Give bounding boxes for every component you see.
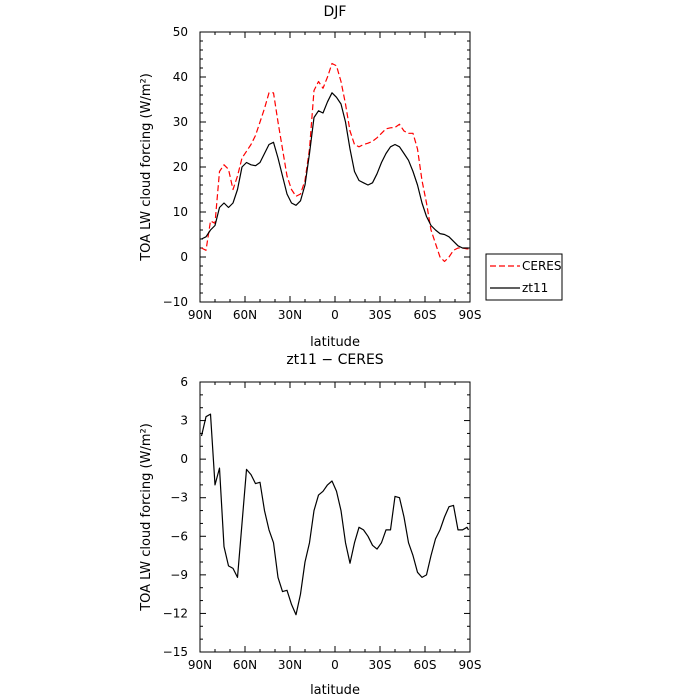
y-tick-label: 0 — [180, 250, 188, 264]
y-tick-label: 50 — [173, 25, 188, 39]
x-tick-label: 60S — [414, 658, 437, 672]
x-tick-label: 90N — [188, 308, 212, 322]
series-line-zt11 — [201, 92, 469, 249]
y-tick-label: 30 — [173, 115, 188, 129]
x-axis-title: latitude — [310, 335, 360, 350]
x-tick-label: 30N — [278, 658, 302, 672]
legend-label-ceres: CERES — [522, 259, 562, 273]
y-axis-title: TOA LW cloud forcing (W/m²) — [139, 73, 154, 262]
y-tick-label: 6 — [180, 375, 188, 389]
legend-label-zt11: zt11 — [522, 281, 548, 295]
y-tick-label: −6 — [170, 529, 188, 543]
y-tick-label: 10 — [173, 205, 188, 219]
series-line-zt11 — [200, 413, 470, 616]
x-tick-label: 30S — [369, 658, 392, 672]
y-tick-label: −12 — [163, 606, 188, 620]
x-tick-label: 30N — [278, 308, 302, 322]
panel-title: zt11 − CERES — [286, 352, 383, 368]
y-tick-label: 0 — [180, 452, 188, 466]
x-tick-label: 60N — [233, 308, 257, 322]
chart-panel-1: 90N 60N 30N 0 30S 60S 90S −10 0 10 20 30 40 50 DJF lati… — [139, 4, 563, 350]
y-tick-label: −3 — [170, 491, 188, 505]
x-tick-label: 90S — [459, 308, 482, 322]
legend-box — [485, 253, 563, 301]
x-tick-label: 0 — [331, 308, 339, 322]
x-tick-label: 0 — [331, 658, 339, 672]
legend: CERES zt11 — [485, 253, 563, 301]
chart-panel-2: 90N 60N 30N 0 30S 60S 90S −15 −12 −9 −6 −3 0 3 6 zt11 −… — [139, 352, 481, 698]
x-tick-label: 60N — [233, 658, 257, 672]
y-axis-title: TOA LW cloud forcing (W/m²) — [139, 423, 154, 612]
y-tick-label: −9 — [170, 568, 188, 582]
x-tick-label: 30S — [369, 308, 392, 322]
y-tick-label: 40 — [173, 70, 188, 84]
y-tick-label: −15 — [163, 645, 188, 659]
x-tick-label: 90N — [188, 658, 212, 672]
series-line-ceres — [201, 62, 469, 263]
y-tick-label: 3 — [180, 414, 188, 428]
x-tick-label: 60S — [414, 308, 437, 322]
x-tick-label: 90S — [459, 658, 482, 672]
panel-title: DJF — [324, 4, 347, 20]
y-tick-label: −10 — [163, 295, 188, 309]
x-axis-title: latitude — [310, 683, 360, 698]
y-tick-label: 20 — [173, 160, 188, 174]
